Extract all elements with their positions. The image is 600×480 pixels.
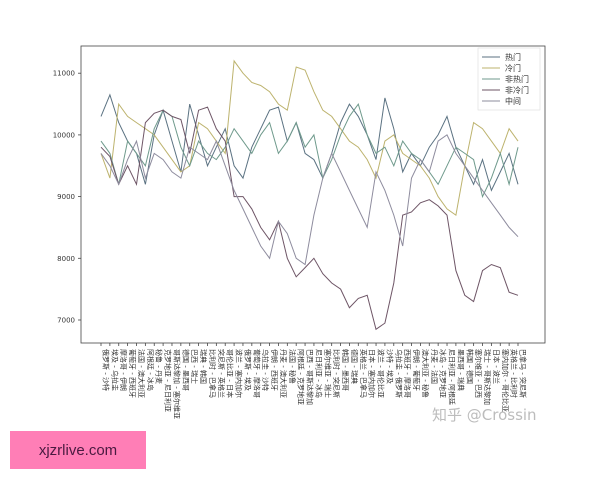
x-tick-label: 伊朗 - 葡萄牙 bbox=[412, 349, 421, 391]
series-line-4 bbox=[100, 134, 519, 266]
legend-label: 冷门 bbox=[505, 63, 521, 73]
x-tick-label: 波兰 - 塞内加尔 bbox=[235, 349, 244, 398]
x-tick-label: 法国 - 秘鲁 bbox=[288, 349, 297, 384]
x-tick-label: 巴拿马 - 突尼斯 bbox=[519, 349, 528, 398]
x-tick-label: 比利时 - 突尼斯 bbox=[332, 349, 341, 398]
series-line-3 bbox=[100, 106, 519, 331]
x-tick-label: 澳大利亚 - 秘鲁 bbox=[421, 349, 430, 398]
x-tick-label: 塞尔维亚 - 巴西 bbox=[474, 349, 483, 398]
y-tick-label: 8000 bbox=[57, 255, 75, 263]
x-tick-label: 阿根廷 - 克罗地亚 bbox=[297, 349, 306, 405]
x-tick-label: 沙特 - 埃及 bbox=[385, 349, 394, 384]
plot-frame bbox=[80, 45, 546, 344]
y-tick-label: 9000 bbox=[57, 193, 75, 201]
x-tick-label: 哥斯达黎加 - 塞尔维亚 bbox=[172, 349, 181, 419]
x-axis: 俄罗斯 - 沙特 埃及 - 乌拉圭 摩洛哥 - 伊朗 葡萄牙 - 西班牙 法国 - 澳大… bbox=[100, 343, 528, 419]
x-tick-label: 乌拉圭 - 沙特 bbox=[261, 349, 270, 391]
legend-label: 热门 bbox=[505, 52, 521, 62]
x-tick-label: 尼日利亚 - 冰岛 bbox=[314, 349, 323, 398]
x-tick-label: 突尼斯 - 英格兰 bbox=[217, 349, 226, 398]
x-tick-label: 日本 - 塞内加尔 bbox=[368, 349, 377, 398]
series-lines bbox=[100, 59, 519, 331]
x-tick-label: 巴西 - 哥斯达黎加 bbox=[306, 349, 315, 405]
x-tick-label: 葡萄牙 - 西班牙 bbox=[128, 349, 137, 398]
x-tick-label: 英格兰 - 巴拿马 bbox=[359, 349, 368, 398]
x-tick-label: 日本 - 波兰 bbox=[492, 349, 501, 384]
watermark: 知乎 @Crossin bbox=[432, 406, 537, 424]
x-tick-label: 俄罗斯 - 沙特 bbox=[102, 349, 111, 391]
x-tick-label: 伊朗 - 西班牙 bbox=[270, 349, 279, 391]
x-tick-label: 冰岛 - 克罗地亚 bbox=[439, 349, 448, 398]
y-axis: 7000 8000 9000 10000 11000 bbox=[53, 70, 81, 325]
x-tick-label: 塞尔维亚 - 瑞士 bbox=[323, 349, 332, 398]
x-tick-label: 摩洛哥 - 伊朗 bbox=[119, 349, 128, 391]
x-tick-label: 丹麦 - 澳大利亚 bbox=[279, 349, 288, 398]
x-tick-label: 比利时 - 巴拿马 bbox=[208, 349, 217, 398]
site-banner[interactable]: xjzrlive.com bbox=[10, 431, 146, 469]
x-tick-label: 德国 - 瑞典 bbox=[350, 349, 359, 384]
x-tick-label: 英格兰 - 比利时 bbox=[510, 349, 519, 398]
x-tick-label: 丹麦 - 法国 bbox=[430, 349, 439, 384]
legend-label: 非热门 bbox=[505, 74, 529, 84]
x-tick-label: 阿根廷 - 冰岛 bbox=[146, 349, 155, 391]
x-tick-label: 哥伦比亚 - 日本 bbox=[226, 349, 235, 398]
x-tick-label: 墨西哥 - 瑞典 bbox=[456, 349, 465, 391]
x-tick-label: 韩国 - 德国 bbox=[465, 349, 474, 384]
series-line-1 bbox=[100, 59, 519, 216]
x-tick-label: 葡萄牙 - 摩洛哥 bbox=[252, 349, 261, 398]
legend-label: 非冷门 bbox=[505, 85, 529, 95]
legend-label: 中间 bbox=[505, 96, 521, 106]
x-tick-label: 瑞士 - 哥斯达黎加 bbox=[483, 349, 492, 405]
x-tick-label: 德国 - 墨西哥 bbox=[181, 349, 190, 391]
x-tick-label: 瑞典 - 韩国 bbox=[199, 349, 208, 384]
x-tick-label: 克罗地亚 - 尼日利亚 bbox=[164, 349, 173, 412]
x-tick-label: 塞内加尔 - 哥伦比亚 bbox=[501, 349, 510, 412]
x-tick-label: 乌拉圭 - 俄罗斯 bbox=[394, 349, 403, 398]
banner-text: xjzrlive.com bbox=[38, 441, 118, 459]
x-tick-label: 巴西 - 瑞士 bbox=[190, 349, 199, 384]
x-tick-label: 秘鲁 - 丹麦 bbox=[155, 349, 164, 384]
x-tick-label: 波兰 - 哥伦比亚 bbox=[377, 349, 386, 398]
y-tick-label: 11000 bbox=[53, 70, 75, 78]
x-tick-label: 尼日利亚 - 阿根廷 bbox=[448, 349, 457, 405]
y-tick-label: 10000 bbox=[53, 131, 75, 139]
x-tick-label: 韩国 - 墨西哥 bbox=[341, 349, 350, 391]
series-line-0 bbox=[100, 93, 519, 192]
y-tick-label: 7000 bbox=[57, 317, 75, 325]
x-tick-label: 西班牙 - 摩洛哥 bbox=[403, 349, 412, 398]
x-tick-label: 俄罗斯 - 埃及 bbox=[243, 349, 252, 391]
x-tick-label: 法国 - 澳大利亚 bbox=[137, 349, 146, 398]
x-tick-label: 埃及 - 乌拉圭 bbox=[110, 349, 119, 391]
